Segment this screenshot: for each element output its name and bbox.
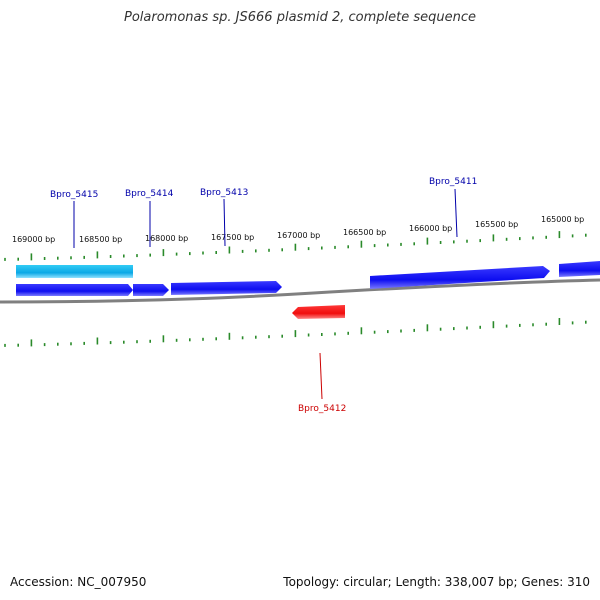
gene-bpro-5414[interactable] [133, 284, 169, 296]
tick-label: 165000 bp [541, 215, 584, 224]
accession-text: Accession: NC_007950 [10, 575, 147, 589]
tick-label: 165500 bp [475, 220, 518, 229]
gene-bpro-5411[interactable] [370, 266, 550, 289]
tick-label: 167000 bp [277, 231, 320, 240]
map-title: Polaromonas sp. JS666 plasmid 2, complet… [123, 10, 476, 25]
gene-label-bpro-5414[interactable]: Bpro_5414 [125, 189, 174, 199]
gene-leader-lines [73, 188, 458, 400]
gene-label-bpro-5412[interactable]: Bpro_5412 [298, 404, 346, 414]
outer-ticks [4, 231, 587, 261]
tick-labels: 169000 bp 168500 bp 168000 bp 167500 bp … [12, 215, 584, 244]
gene-label-bpro-5413[interactable]: Bpro_5413 [200, 188, 248, 198]
gene-label-bpro-5415[interactable]: Bpro_5415 [50, 190, 98, 200]
sequence-summary: Topology: circular; Length: 338,007 bp; … [283, 575, 590, 589]
gene-bpro-5412[interactable] [292, 305, 345, 319]
tick-label: 167500 bp [211, 233, 254, 242]
tick-label: 166500 bp [343, 228, 386, 237]
gene-bpro-5413[interactable] [171, 281, 282, 295]
tick-label: 166000 bp [409, 224, 452, 233]
gene-bpro-5415-highlight[interactable] [16, 265, 133, 278]
gene-bpro-5415[interactable] [16, 284, 133, 296]
inner-ticks [4, 318, 587, 347]
gene-label-bpro-5411[interactable]: Bpro_5411 [429, 177, 477, 187]
gene-next-forward[interactable] [559, 261, 600, 277]
tick-label: 168000 bp [145, 234, 188, 243]
tick-label: 169000 bp [12, 235, 55, 244]
plasmid-backbone [0, 278, 600, 304]
tick-label: 168500 bp [79, 235, 122, 244]
